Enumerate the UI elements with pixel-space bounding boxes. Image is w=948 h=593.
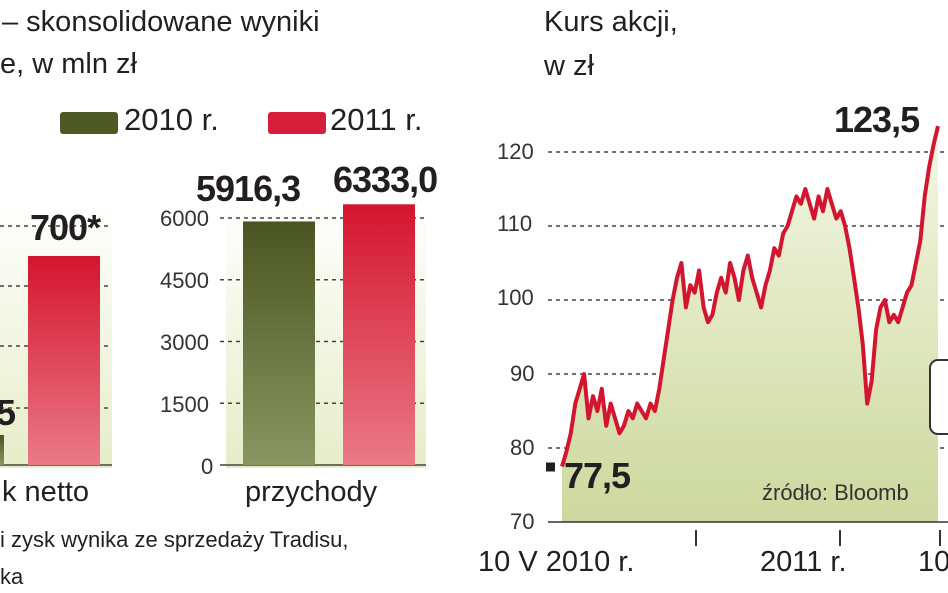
- left-title-line1: – skonsolidowane wyniki: [2, 6, 320, 38]
- stock-price-line: [560, 125, 940, 468]
- footnote-line2: ka: [0, 564, 24, 589]
- rev-ytick-3000: 3000: [160, 330, 209, 355]
- legend-swatch-2011: [268, 112, 326, 134]
- rev-ytick-6000: 6000: [160, 206, 209, 231]
- stock-xtick-end: 10: [918, 546, 948, 578]
- stock-callout-box: [929, 359, 948, 435]
- category-przychody: przychody: [245, 476, 378, 508]
- rev-2011-label: 6333,0: [333, 159, 438, 200]
- stock-ytick-80: 80: [510, 435, 535, 460]
- rev-2010-label: 5916,3: [196, 168, 301, 209]
- rev-ytick-0: 0: [201, 454, 214, 479]
- stock-ytick-90: 90: [510, 361, 535, 386]
- stock-ytick-70: 70: [510, 509, 535, 534]
- stock-ytick-100: 100: [497, 285, 534, 310]
- netto-2011-label: 700*: [30, 207, 101, 248]
- rev-bar-2011: [343, 204, 415, 465]
- category-netto: k netto: [2, 476, 90, 508]
- stock-high-annotation: 123,5: [834, 99, 920, 140]
- stock-ytick-110: 110: [497, 211, 533, 236]
- stock-title-line1: Kurs akcji,: [544, 6, 678, 38]
- netto-bar-2010: [0, 435, 4, 465]
- stock-title-line2: w zł: [544, 50, 594, 82]
- footnote-line1: i zysk wynika ze sprzedaży Tradisu,: [0, 527, 349, 552]
- legend-label-2011: 2011 r.: [330, 102, 423, 137]
- rev-bar-2010: [243, 221, 315, 465]
- stock-ytick-120: 120: [497, 139, 534, 164]
- rev-ytick-4500: 4500: [160, 268, 209, 293]
- source-note: źródło: Bloomb: [762, 480, 909, 505]
- left-title-line2: e, w mln zł: [0, 48, 137, 80]
- netto-bar-2011: [28, 256, 100, 465]
- stock-low-marker: [546, 462, 555, 472]
- legend-swatch-2010: [60, 112, 118, 134]
- netto-2010-label: 5: [0, 392, 16, 433]
- stock-xtick-2011: 2011 r.: [760, 546, 847, 578]
- legend-label-2010: 2010 r.: [124, 102, 219, 137]
- stock-xtick-start: 10 V 2010 r.: [478, 546, 635, 578]
- rev-ytick-1500: 1500: [160, 392, 209, 417]
- stock-low-annotation: 77,5: [564, 455, 631, 496]
